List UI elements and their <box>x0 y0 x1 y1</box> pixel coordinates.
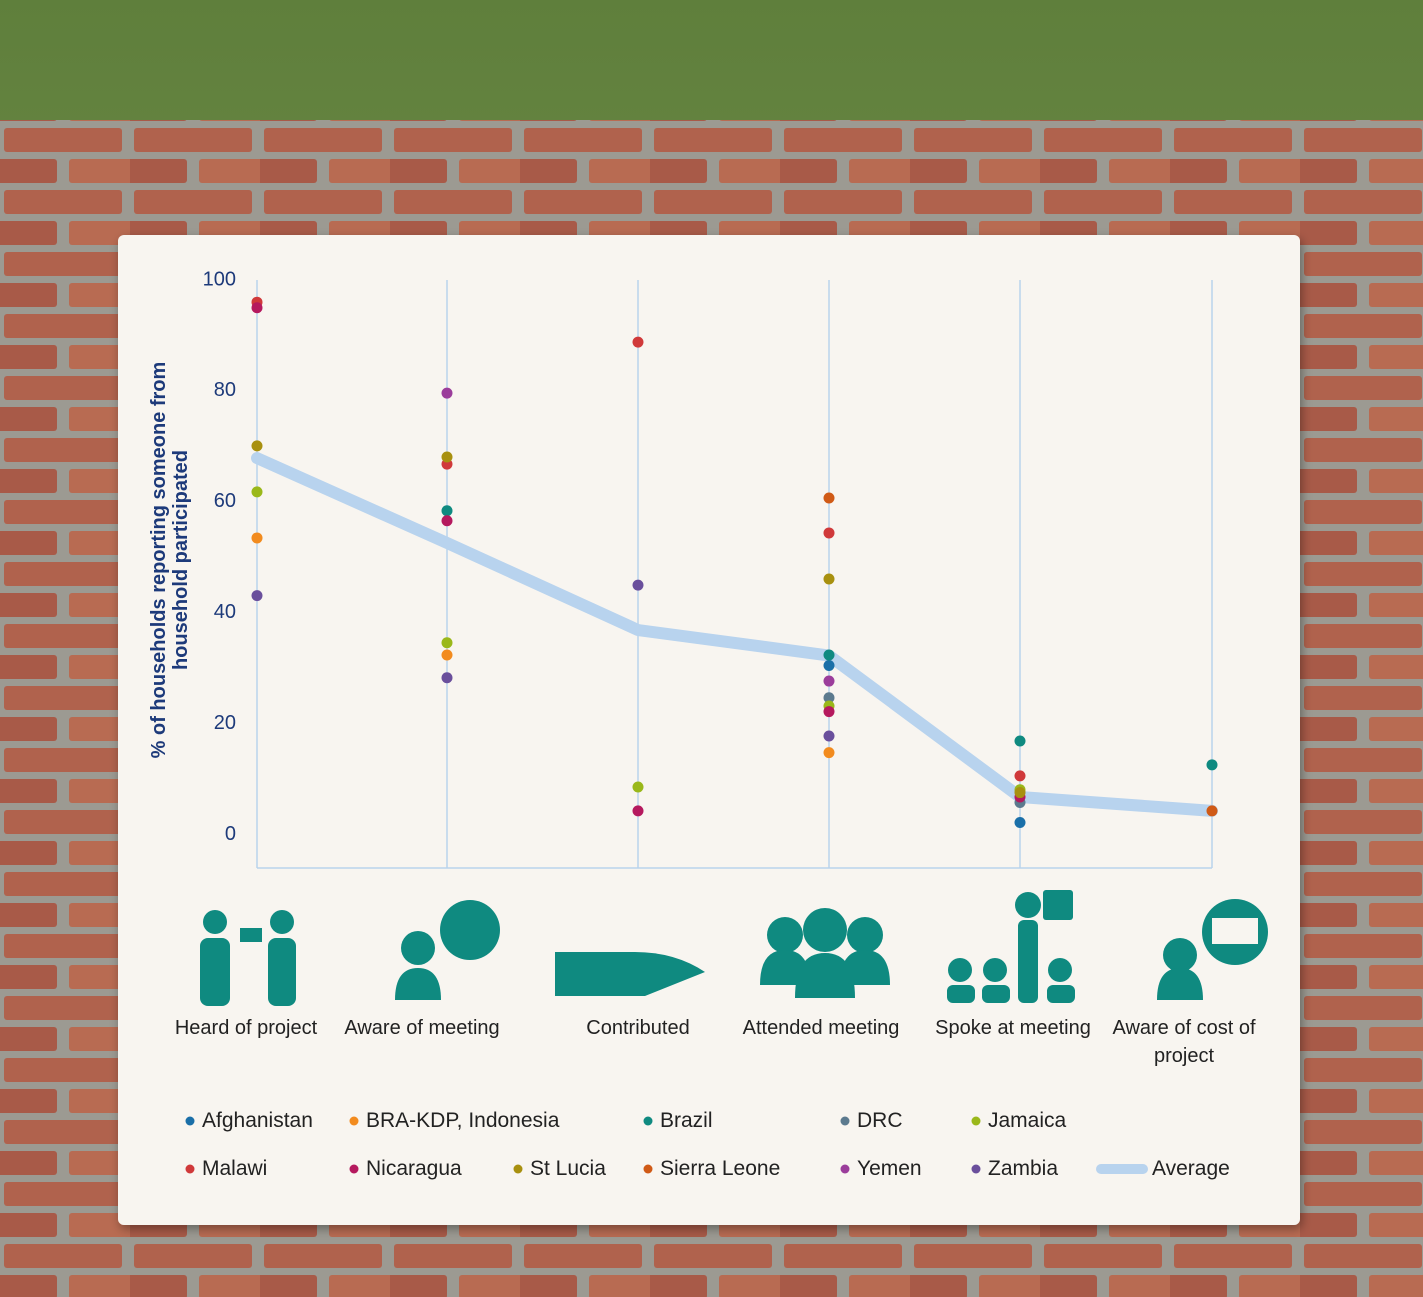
dot <box>823 527 835 539</box>
x-tick-label: Heard of project <box>174 1017 318 1039</box>
x-tick-label: Spoke at meeting <box>935 1017 1091 1039</box>
dot <box>823 492 835 504</box>
legend-label: Afghanistan <box>202 1109 313 1132</box>
plot: 0 20 40 60 80 100 <box>203 268 1218 869</box>
dot <box>441 515 453 527</box>
legend-label: Sierra Leone <box>660 1157 781 1180</box>
dot <box>1014 770 1026 782</box>
legend-label: Nicaragua <box>366 1157 462 1180</box>
legend-label: St Lucia <box>530 1157 606 1180</box>
x-tick-label: Attended meeting <box>742 1017 900 1039</box>
legend-swatch <box>349 1164 359 1174</box>
dot <box>823 649 835 661</box>
legend-label: Zambia <box>988 1157 1059 1180</box>
dot <box>823 675 835 687</box>
dot <box>441 387 453 399</box>
paper <box>118 235 1300 1225</box>
x-tick-label: Aware of cost of project <box>1112 1017 1256 1067</box>
dot <box>1014 735 1026 747</box>
y-tick-label: 100 <box>203 268 236 290</box>
legend-swatch <box>840 1116 850 1126</box>
icon-attended <box>760 908 890 998</box>
dot <box>823 706 835 718</box>
legend-swatch <box>643 1164 653 1174</box>
legend-label: BRA-KDP, Indonesia <box>366 1109 560 1132</box>
dot <box>823 692 835 704</box>
legend-label: DRC <box>857 1109 903 1132</box>
dot <box>251 532 263 544</box>
y-tick-label: 40 <box>214 601 236 623</box>
legend-swatch <box>643 1116 653 1126</box>
y-tick-label: 60 <box>214 490 236 512</box>
dot <box>251 440 263 452</box>
y-tick-label: 80 <box>214 379 236 401</box>
legend-swatch <box>513 1164 523 1174</box>
dot <box>823 730 835 742</box>
icon-aware-meeting <box>395 900 500 1000</box>
y-axis-title: % of households reporting someone from h… <box>148 361 192 759</box>
legend-swatch <box>840 1164 850 1174</box>
y-tick-label: 0 <box>225 823 236 845</box>
y-tick-label: 20 <box>214 712 236 734</box>
legend-label: Yemen <box>857 1157 922 1180</box>
dot <box>441 451 453 463</box>
dot <box>632 336 644 348</box>
legend-swatch <box>185 1164 195 1174</box>
dot <box>441 672 453 684</box>
dot <box>1014 817 1026 829</box>
dot <box>441 649 453 661</box>
dot <box>632 781 644 793</box>
legend-label: Average <box>1152 1157 1230 1180</box>
average-line <box>251 452 1218 817</box>
x-tick-label: Contributed <box>586 1017 690 1039</box>
legend-swatch <box>971 1116 981 1126</box>
dot <box>251 302 263 314</box>
legend-swatch <box>971 1164 981 1174</box>
dot <box>823 747 835 759</box>
dot <box>441 505 453 517</box>
icon-heard <box>200 910 296 1006</box>
icon-aware-cost <box>1157 899 1268 1000</box>
dot <box>1206 759 1218 771</box>
dot <box>1014 787 1026 799</box>
legend-label: Jamaica <box>988 1109 1067 1132</box>
dot <box>251 590 263 602</box>
dot <box>632 805 644 817</box>
icon-contributed <box>555 952 705 996</box>
legend-swatch <box>185 1116 195 1126</box>
legend-label: Malawi <box>202 1157 268 1180</box>
dot <box>441 637 453 649</box>
dot <box>1206 805 1218 817</box>
legend-swatch <box>349 1116 359 1126</box>
x-tick-label: Aware of meeting <box>344 1017 500 1039</box>
legend-label: Brazil <box>660 1109 713 1132</box>
dot <box>632 579 644 591</box>
dot <box>251 486 263 498</box>
dot <box>823 573 835 585</box>
dot <box>823 660 835 672</box>
icon-spoke <box>947 890 1075 1003</box>
icons <box>200 890 1268 1006</box>
